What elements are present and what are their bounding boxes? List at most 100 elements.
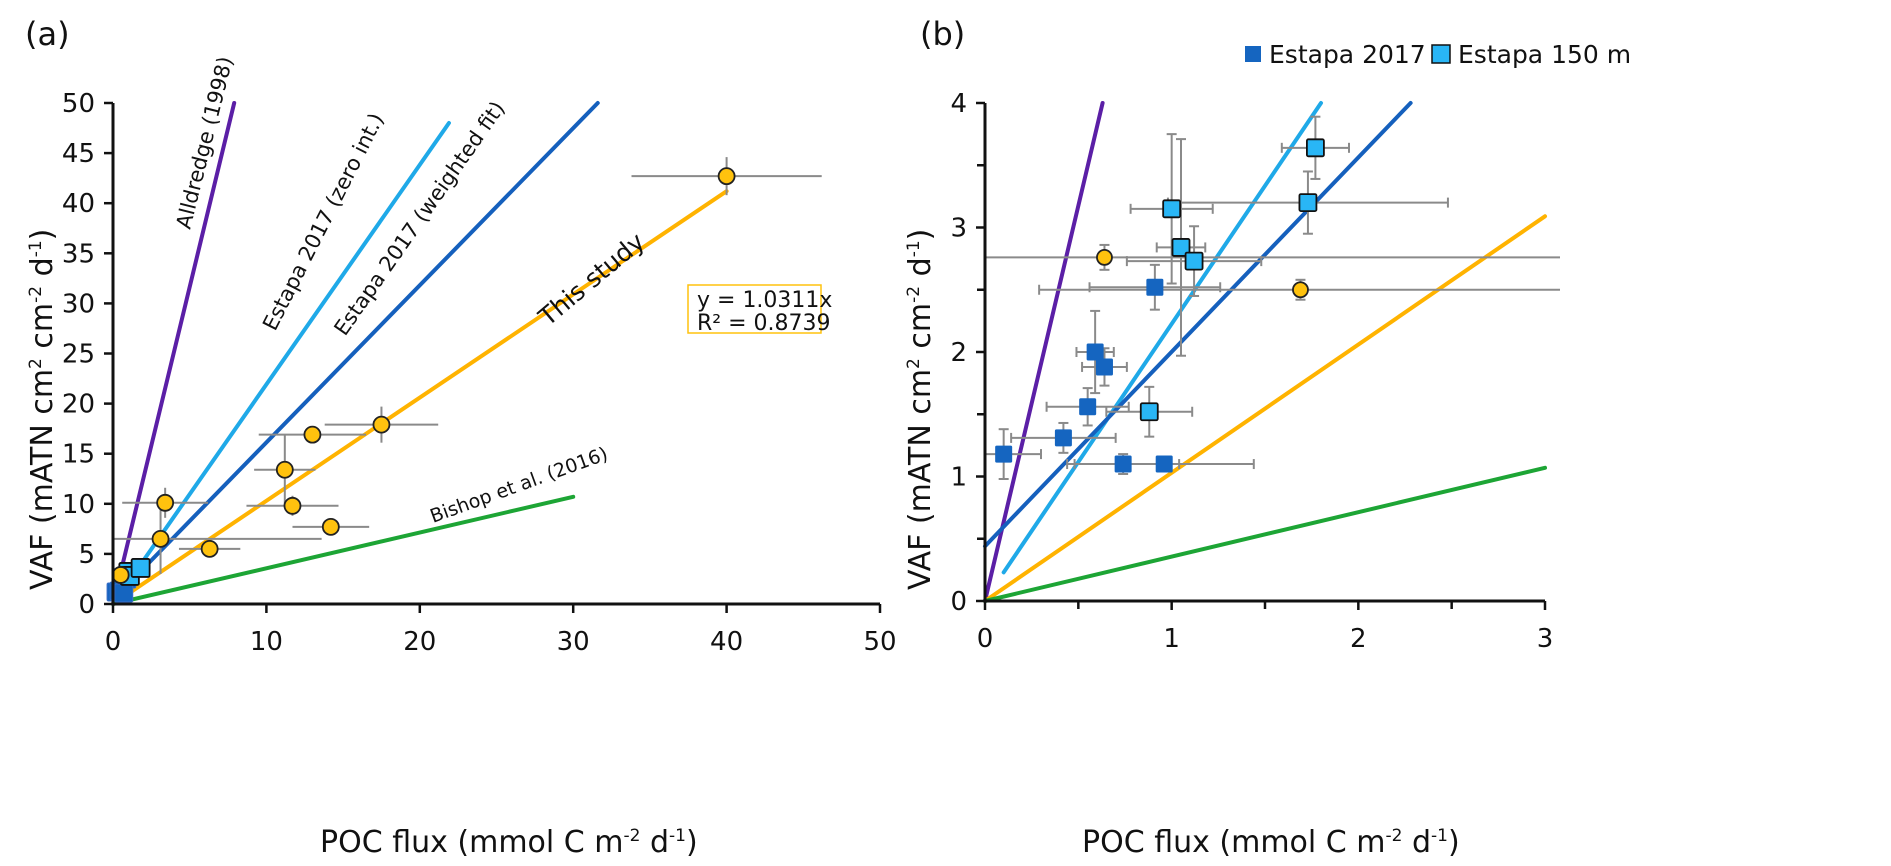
y-title-mid: cm [903,303,938,358]
data-point-estapa-2017 [995,445,1013,463]
fit-line-estapa-2017-zero-int [111,121,451,606]
r2-text: R² = 0.8739 [697,311,831,336]
legend-label-estapa-2017: Estapa 2017 [1269,40,1426,69]
x-tick-label: 0 [105,627,122,657]
x-title-main: POC flux (mmol C m [320,825,623,860]
data-point-estapa-150m [1298,193,1318,213]
x-tick-label: 0 [977,624,994,654]
y-title-end: ) [25,229,60,241]
fit-line-bishop-et-al-2016 [983,465,1547,603]
panel-b-label: (b) [920,15,965,53]
data-point-this-study [303,425,322,444]
x-tick-label: 50 [863,627,896,657]
data-point-estapa-2017 [1114,455,1132,473]
y-tick-label: 0 [78,590,95,620]
label-alldredge: Alldredge (1998) [172,54,238,231]
fit-line-alldredge-1998 [983,101,1105,603]
y-tick-label: 1 [950,463,967,493]
fit-line-this-study [983,214,1547,603]
y-tick-label: 5 [78,540,95,570]
data-point-estapa-2017 [1146,278,1164,296]
panel-a-error-bars [113,157,822,581]
y-title-mid: cm [25,303,60,358]
fit-line-this-study [111,189,729,606]
y-tick-label: 0 [950,587,967,617]
x-title-end: ) [1448,825,1460,860]
data-point-estapa-150m [130,558,151,578]
label-this-study: This study [532,227,650,333]
x-title-sup2: -1 [1431,826,1448,846]
y-tick-label: 20 [62,390,95,420]
x-tick-label: 40 [710,627,743,657]
y-tick-label: 50 [62,89,95,119]
legend-marker-estapa-2017 [1245,46,1261,62]
y-tick-label: 10 [62,490,95,520]
data-point-estapa-150m [1162,199,1182,219]
y-tick-label: 3 [950,214,967,244]
panel-a-fit-lines [111,101,729,606]
x-tick-label: 10 [250,627,283,657]
y-tick-label: 40 [62,189,95,219]
y-title-sup: 2 [26,358,46,369]
panel-b-x-title: POC flux (mmol C m-2 d-1) [1082,825,1460,860]
panel-a-y-title: VAF (mATN cm2 cm-2 d-1) [25,229,60,590]
panel-a-label: (a) [25,15,70,53]
y-tick-label: 45 [62,139,95,169]
y-title-end: ) [903,229,938,241]
panel-b-points [995,138,1325,473]
x-title-end: ) [686,825,698,860]
data-point-this-study [372,415,391,434]
data-point-this-study [321,517,340,536]
label-bishop: Bishop et al. (2016) [427,443,611,528]
y-tick-label: 25 [62,340,95,370]
data-point-estapa-2017 [1155,455,1173,473]
equation-text: y = 1.0311x [697,288,832,313]
fit-line-estapa-2017-weighted-fit [983,101,1413,549]
y-title-main: VAF (mATN cm [25,369,60,590]
data-point-this-study [283,496,302,515]
data-point-this-study [275,460,294,479]
x-tick-label: 2 [1350,624,1367,654]
x-tick-label: 3 [1537,624,1554,654]
data-point-this-study [111,566,130,584]
data-point-estapa-2017 [1054,429,1072,447]
x-title-mid: d [1402,825,1431,860]
y-title-sup3: -1 [26,240,46,257]
y-title-main: VAF (mATN cm [903,369,938,590]
data-point-estapa-150m [1171,238,1191,257]
fit-line-alldredge-1998 [111,101,237,606]
y-title-sup2: -2 [26,286,46,303]
data-point-this-study [200,539,219,558]
data-point-estapa-150m [1306,138,1325,158]
panel-b-y-title: VAF (mATN cm2 cm-2 d-1) [903,229,938,590]
y-title-mid2: d [903,257,938,286]
panel-a-x-title: POC flux (mmol C m-2 d-1) [320,825,698,860]
data-point-estapa-2017 [114,583,134,603]
y-tick-label: 30 [62,289,95,319]
data-point-this-study [1292,281,1309,299]
data-point-estapa-150m [1184,251,1204,271]
x-title-sup: -2 [623,826,640,846]
x-tick-label: 1 [1163,624,1180,654]
data-point-estapa-2017 [1095,358,1113,376]
panel-b-fit-lines [983,101,1547,603]
fit-line-bishop-et-al-2016 [111,494,576,606]
data-point-this-study [1096,248,1113,266]
y-title-mid2: d [25,257,60,286]
data-point-this-study [156,493,175,512]
x-title-main: POC flux (mmol C m [1082,825,1385,860]
data-point-this-study [151,529,170,548]
data-point-estapa-150m [1139,402,1159,422]
y-tick-label: 35 [62,239,95,269]
panel-b-error-bars [984,115,1560,480]
x-tick-label: 30 [557,627,590,657]
x-title-sup2: -1 [669,826,686,846]
fit-line-estapa-2017-weighted-fit [111,101,600,602]
legend-label-estapa-150m: Estapa 150 m [1458,40,1631,69]
y-tick-label: 15 [62,440,95,470]
y-title-sup: 2 [904,358,924,369]
equation-box [687,284,822,334]
data-point-this-study [717,167,736,186]
y-tick-label: 4 [950,89,967,119]
